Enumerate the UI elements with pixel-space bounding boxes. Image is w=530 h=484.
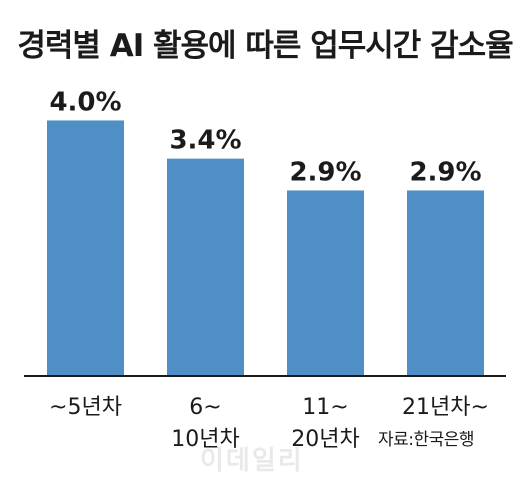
bar-4 [407, 190, 484, 375]
bar-3 [287, 190, 364, 375]
source-note: 자료:한국은행 [378, 430, 475, 450]
data-label-4: 2.9% [409, 157, 481, 187]
category-label-2-line-1: 6~ [189, 395, 221, 420]
data-label-1: 4.0% [49, 87, 121, 117]
chart-title: 경력별 AI 활용에 따른 업무시간 감소율 [17, 28, 513, 64]
data-label-2: 3.4% [169, 126, 241, 156]
bar-2 [167, 158, 244, 375]
data-label-3: 2.9% [289, 157, 361, 187]
category-label-1: ~5년차 [49, 395, 122, 420]
category-label-2-line-2: 10년차 [171, 427, 239, 452]
category-label-3-line-1: 11~ [302, 395, 348, 420]
category-label-3-line-2: 20년차 [291, 427, 359, 452]
bar-1 [47, 120, 124, 375]
category-label-4: 21년차~ [402, 395, 489, 420]
watermark: 이데일리 [200, 446, 304, 476]
